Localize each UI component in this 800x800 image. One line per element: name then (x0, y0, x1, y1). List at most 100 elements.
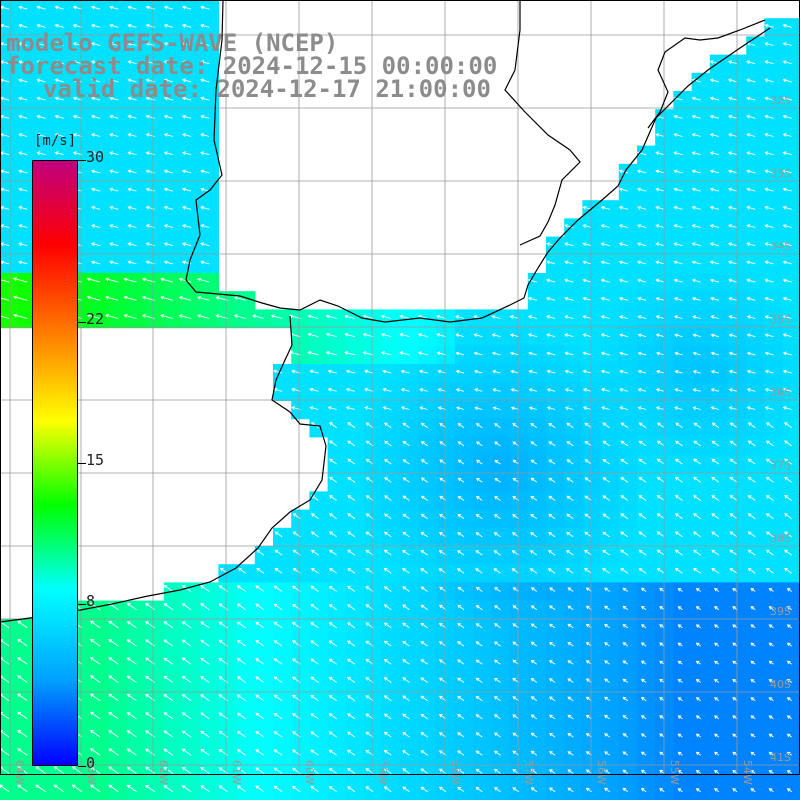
wind-arrow (673, 133, 683, 137)
wind-cell (163, 109, 183, 128)
wind-cell (200, 0, 219, 19)
wind-cell (491, 673, 511, 693)
wind-cell (546, 746, 565, 765)
wind-cell (728, 382, 747, 401)
wind-cell (382, 509, 401, 529)
wind-cell (400, 546, 420, 565)
wind-arrow (564, 224, 574, 228)
wind-cell (0, 200, 19, 219)
wind-arrow (91, 133, 101, 137)
wind-arrow (637, 296, 647, 301)
wind-arrow (18, 42, 28, 46)
wind-arrow (673, 205, 683, 210)
wind-cell (709, 691, 729, 711)
wind-arrow (584, 441, 592, 447)
wind-arrow (747, 440, 756, 447)
wind-cell (345, 527, 365, 547)
wind-cell (36, 0, 56, 19)
wind-arrow (420, 622, 428, 629)
wind-cell (582, 273, 602, 292)
wind-arrow (582, 242, 592, 247)
wind-arrow (786, 733, 792, 738)
wind-cell (291, 582, 310, 602)
wind-cell (145, 200, 165, 219)
wind-cell (491, 327, 511, 347)
wind-arrow (72, 114, 83, 119)
wind-cell (345, 546, 365, 565)
wind-arrow (182, 133, 192, 137)
wind-arrow (640, 660, 647, 665)
wind-arrow (691, 224, 701, 228)
wind-arrow (622, 787, 629, 793)
lon-label: 63W (85, 760, 98, 785)
wind-cell (163, 18, 183, 37)
wind-cell (782, 764, 800, 784)
colorbar (32, 160, 78, 766)
wind-arrow (548, 422, 556, 429)
wind-cell (746, 109, 765, 128)
wind-arrow (200, 767, 210, 774)
wind-cell (127, 91, 147, 110)
wind-arrow (765, 440, 774, 447)
wind-cell (0, 18, 19, 37)
wind-cell (691, 254, 711, 274)
wind-cell (163, 618, 183, 638)
wind-cell (637, 746, 656, 765)
wind-arrow (126, 639, 137, 647)
wind-cell (746, 145, 765, 165)
wind-cell (764, 18, 784, 37)
wind-arrow (711, 495, 720, 501)
wind-cell (18, 36, 37, 56)
wind-cell (491, 509, 511, 529)
wind-cell (746, 455, 765, 474)
wind-cell (455, 309, 474, 329)
wind-cell (364, 455, 383, 474)
wind-cell (728, 127, 747, 147)
wind-cell (273, 637, 292, 656)
wind-arrow (746, 151, 756, 156)
wind-cell (473, 728, 492, 747)
wind-arrow (768, 678, 774, 683)
wind-cell (582, 564, 602, 583)
wind-arrow (693, 422, 701, 429)
wind-cell (746, 709, 765, 729)
wind-arrow (127, 133, 137, 137)
wind-cell (109, 36, 128, 56)
wind-arrow (746, 169, 756, 174)
wind-cell (764, 655, 784, 674)
wind-cell (145, 163, 165, 183)
wind-cell (618, 163, 638, 183)
wind-arrow (600, 369, 610, 374)
wind-cell (327, 382, 347, 401)
wind-arrow (656, 351, 665, 356)
wind-cell (0, 163, 19, 183)
wind-cell (673, 382, 693, 401)
wind-arrow (200, 785, 210, 793)
wind-arrow (493, 532, 501, 538)
wind-arrow (677, 715, 683, 720)
wind-arrow (307, 332, 319, 338)
wind-cell (728, 327, 747, 347)
wind-arrow (182, 60, 192, 65)
wind-arrow (695, 697, 701, 702)
wind-cell (655, 218, 674, 238)
wind-cell (309, 728, 329, 747)
wind-arrow (236, 658, 246, 665)
wind-arrow (399, 314, 410, 319)
lon-label: 55W (668, 760, 681, 785)
wind-cell (127, 18, 147, 37)
wind-arrow (54, 114, 64, 119)
wind-cell (509, 327, 529, 347)
wind-arrow (236, 712, 246, 720)
wind-cell (709, 163, 729, 183)
wind-arrow (182, 205, 192, 210)
wind-cell (564, 273, 583, 292)
wind-cell (455, 491, 474, 511)
wind-arrow (200, 60, 210, 65)
wind-arrow (255, 749, 265, 756)
wind-arrow (728, 296, 738, 301)
wind-cell (728, 782, 747, 800)
wind-arrow (200, 78, 210, 83)
wind-cell (418, 728, 438, 747)
wind-arrow (18, 23, 28, 28)
